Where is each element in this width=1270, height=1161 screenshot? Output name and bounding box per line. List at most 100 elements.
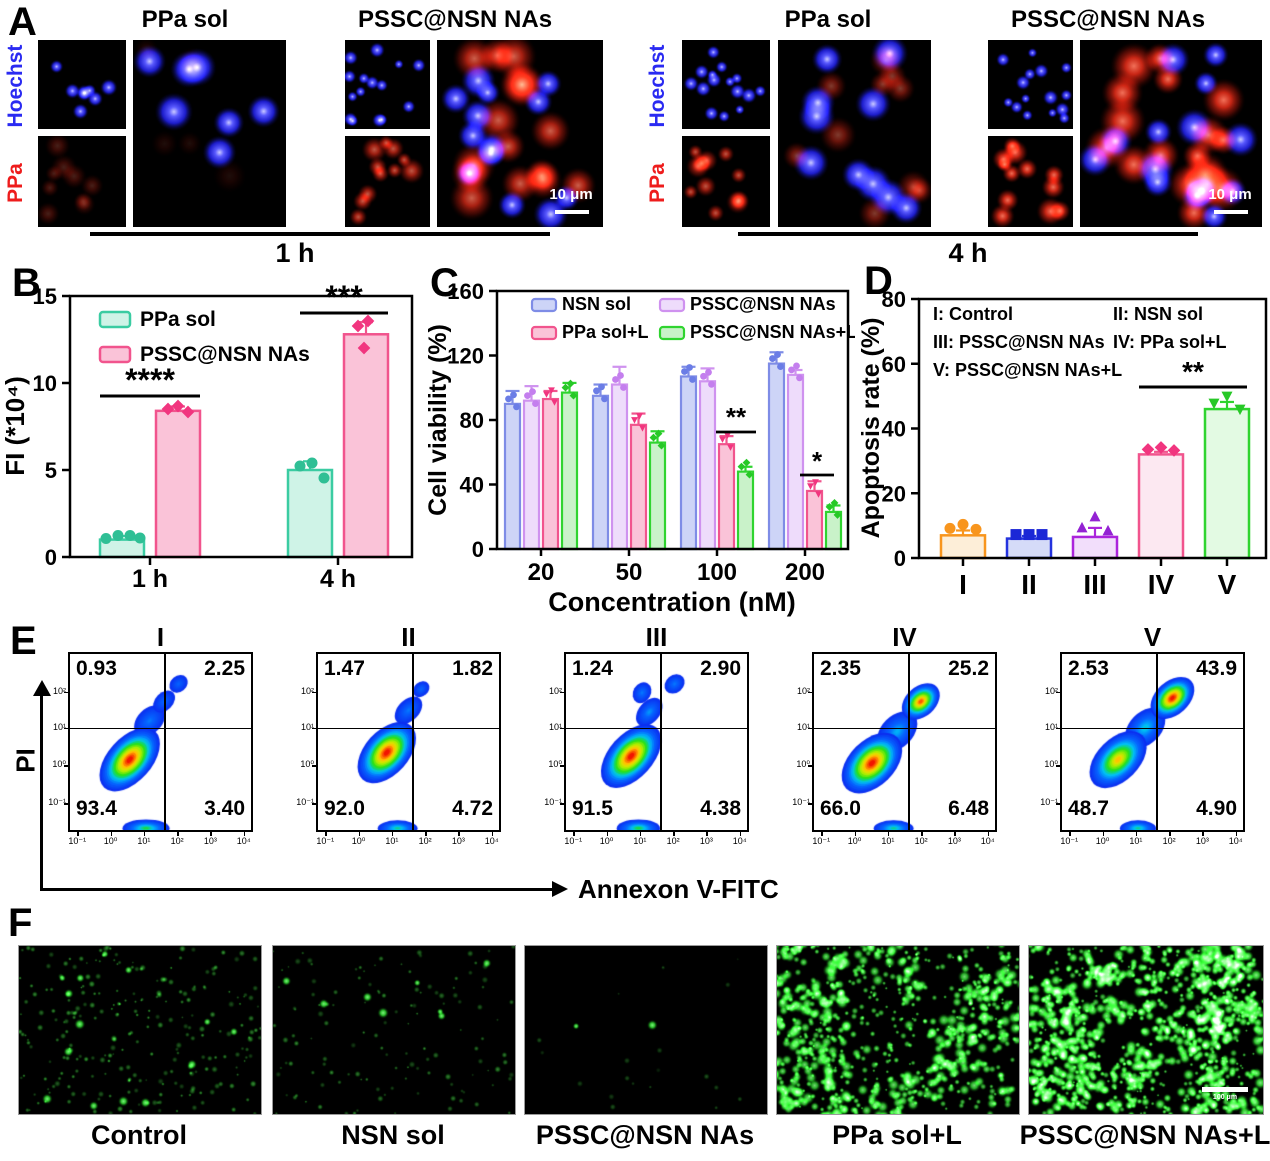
row-label-hoechst: Hoechst xyxy=(646,44,669,128)
significance-stars: ** xyxy=(1182,356,1204,387)
x-axis-tick xyxy=(358,832,361,836)
data-point xyxy=(631,417,638,424)
data-point xyxy=(569,391,578,400)
image-label: NSN sol xyxy=(341,1120,445,1150)
data-point xyxy=(944,522,956,534)
data-point xyxy=(294,460,306,472)
x-axis-tick xyxy=(854,832,857,836)
annexin-axis-label: Annexon V-FITC xyxy=(578,874,779,904)
data-point xyxy=(1023,529,1035,541)
quadrant-lr-value: 6.48 xyxy=(948,797,989,820)
y-axis-label: Apoptosis rate (%) xyxy=(857,318,885,539)
fluorescence-image-canvas xyxy=(778,40,931,227)
data-point xyxy=(681,368,688,375)
microscopy-image-ppa-sol-l xyxy=(776,945,1020,1115)
data-point xyxy=(654,429,663,438)
y-tick-label: 10² xyxy=(796,685,810,696)
x-axis-tick xyxy=(1202,832,1204,836)
bar-pssc-nsn-nas-l xyxy=(736,470,755,551)
data-point xyxy=(1208,398,1220,410)
x-axis-tick xyxy=(821,832,823,836)
plot-frame xyxy=(68,294,414,559)
microscopy-image-canvas xyxy=(1029,946,1263,1114)
data-point xyxy=(825,503,834,511)
data-point xyxy=(815,491,822,498)
x-axis-tick xyxy=(325,832,327,836)
fluorescence-image xyxy=(988,40,1073,129)
data-point xyxy=(524,392,531,400)
image-label: PPa sol+L xyxy=(832,1120,962,1150)
quadrant-lr-value: 3.40 xyxy=(204,797,245,820)
annexin-axis-arrow-head-icon xyxy=(552,881,568,897)
quadrant-ll-value: 66.0 xyxy=(820,797,861,820)
x-axis-tick xyxy=(739,832,742,836)
data-point xyxy=(833,511,842,519)
flow-plot-title: IV xyxy=(892,622,917,652)
legend-line: II: NSN sol xyxy=(1113,304,1203,324)
y-tick-label: 10¹ xyxy=(796,721,810,732)
data-point xyxy=(970,523,982,535)
x-axis-tick xyxy=(1169,832,1171,836)
y-axis-tick xyxy=(1056,803,1060,805)
x-tick-label: 10² xyxy=(914,836,928,846)
bar-group-iii xyxy=(1071,535,1119,560)
data-point xyxy=(657,441,666,450)
microscopy-image-canvas xyxy=(777,946,1019,1114)
bar-pssc-nsn-nas xyxy=(698,380,717,551)
bar-pssc-nsn-nas xyxy=(610,383,629,551)
legend-swatch xyxy=(658,297,686,313)
fluorescence-image xyxy=(437,40,603,227)
x-tick-label: 10⁻¹ xyxy=(316,836,335,846)
bar-pssc-nsn-nas xyxy=(786,373,805,551)
data-point xyxy=(1102,524,1114,536)
microscopy-image-pssc-nsn-nas xyxy=(524,945,768,1115)
x-tick-label: III xyxy=(1083,569,1106,600)
x-axis-tick xyxy=(425,832,427,836)
legend-label: PPa sol xyxy=(140,308,216,331)
quadrant-ur-value: 43.9 xyxy=(1196,657,1237,680)
quadrant-ul-value: 1.24 xyxy=(572,657,613,680)
x-tick-label: II xyxy=(1021,569,1037,600)
x-tick-label: 100 xyxy=(697,559,737,586)
data-point xyxy=(742,458,751,467)
y-axis-tick xyxy=(1056,765,1060,767)
quadrant-ll-value: 48.7 xyxy=(1068,797,1109,820)
data-point xyxy=(505,395,512,403)
y-axis-label: FI (*10⁴) xyxy=(0,376,30,476)
data-point xyxy=(171,399,185,413)
data-point xyxy=(639,425,646,432)
legend-label: PSSC@NSN NAs xyxy=(690,294,836,314)
x-tick-label: 1 h xyxy=(132,565,168,593)
bar-ppa-sol-l xyxy=(805,489,824,551)
data-point xyxy=(134,532,146,544)
flow-density-canvas xyxy=(70,654,251,830)
quadrant-hline xyxy=(812,727,997,730)
quadrant-ur-value: 2.25 xyxy=(204,657,245,680)
quadrant-ul-value: 1.47 xyxy=(324,657,365,680)
y-tick-label: 10⁻¹ xyxy=(792,797,810,808)
legend-line: I: Control xyxy=(933,304,1013,324)
x-axis-tick xyxy=(573,832,575,836)
image-label: PSSC@NSN NAs+L xyxy=(1019,1120,1270,1150)
fluorescence-image xyxy=(1080,40,1262,227)
bar-group-iv xyxy=(1137,453,1185,560)
y-tick-label: 60 xyxy=(882,352,906,377)
x-axis-tick xyxy=(987,832,990,836)
y-tick-label: 10¹ xyxy=(548,721,562,732)
flow-plot-iii: III 1.24 2.90 91.5 4.38 10² 10¹ 10⁰ 10⁻¹ 10⁻¹ 10⁰ 1… xyxy=(536,622,754,862)
y-tick-label: 10¹ xyxy=(300,721,314,732)
x-tick-label: 10¹ xyxy=(137,836,151,846)
legend-label: PSSC@NSN NAs xyxy=(140,343,310,366)
flow-plot-title: I xyxy=(156,622,165,652)
data-point xyxy=(636,413,643,420)
data-point xyxy=(708,380,715,388)
flow-plot-i: I 0.93 2.25 93.4 3.40 10² 10¹ 10⁰ 10⁻¹ 10⁻¹ 10⁰ 10¹… xyxy=(40,622,258,862)
data-point xyxy=(593,387,600,395)
data-point xyxy=(601,395,608,403)
data-point xyxy=(737,462,746,471)
data-point xyxy=(1010,529,1022,541)
legend-swatch-pssc-nsn-nas xyxy=(98,345,132,364)
fluorescence-image xyxy=(345,40,430,129)
data-point xyxy=(566,379,575,388)
